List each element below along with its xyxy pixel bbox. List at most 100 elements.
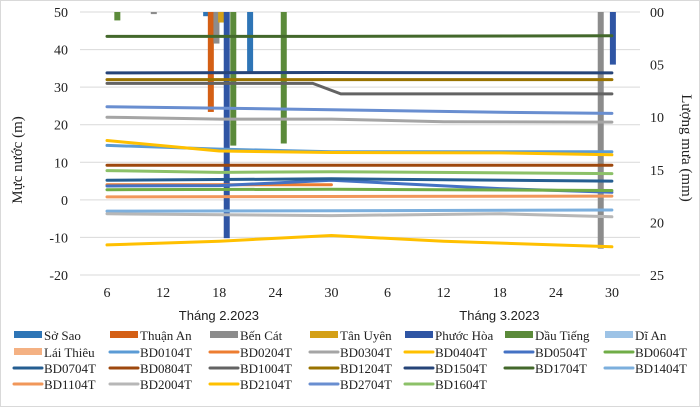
- legend-swatch: [210, 331, 238, 338]
- rain-bar: [609, 12, 616, 65]
- y2-tick-label: 25: [650, 269, 664, 284]
- legend-label: Dĩ An: [635, 328, 667, 343]
- legend-item: BD0504T: [503, 345, 587, 360]
- legend-item: BD1204T: [308, 361, 392, 376]
- series-line: [105, 139, 614, 157]
- legend-item: BD1504T: [403, 361, 487, 376]
- legend-item: BD0104T: [108, 345, 192, 360]
- right-axis-ticks: 00 05 10 15 20 25: [650, 6, 664, 284]
- legend-label: Dầu Tiếng: [535, 328, 590, 343]
- x-tick-label: 6: [384, 286, 391, 301]
- x-tick-label: 18: [212, 286, 226, 301]
- legend-swatch: [310, 331, 338, 338]
- legend-label: BD0404T: [435, 345, 487, 360]
- x-tick-label: 6: [104, 286, 111, 301]
- rain-bar: [213, 12, 220, 44]
- legend-label: BD0704T: [44, 361, 96, 376]
- legend-label: BD0604T: [635, 345, 687, 360]
- y-tick-label: 40: [54, 44, 68, 59]
- left-axis-ticks: 50 40 30 20 10 0 -10 -20: [49, 6, 68, 284]
- rain-bar: [247, 12, 254, 72]
- y-tick-label: 50: [54, 6, 68, 21]
- rain-bar: [207, 12, 214, 112]
- x-tick-label: 30: [605, 286, 619, 301]
- x-tick-label: 30: [324, 286, 338, 301]
- rain-bar: [150, 12, 157, 15]
- legend-item: Dầu Tiếng: [505, 328, 590, 343]
- rain-bar: [597, 12, 604, 249]
- legend-label: BD0204T: [240, 345, 292, 360]
- y-tick-label: 10: [54, 156, 68, 171]
- legend-label: BD1704T: [535, 361, 587, 376]
- rain-bar: [280, 12, 287, 144]
- legend-label: Thuận An: [140, 328, 192, 343]
- legend: Sở Sao Thuận An Bến Cát Tân Uyên Phước Hòa Dầ…: [12, 328, 687, 392]
- x-tick-label: 18: [493, 286, 507, 301]
- series-line: [105, 194, 614, 199]
- legend-swatch: [605, 331, 633, 338]
- rain-bar: [203, 12, 210, 17]
- series-line: [105, 169, 614, 176]
- water-level-lines: [105, 34, 614, 249]
- x-tick-label: 12: [437, 286, 451, 301]
- y2-tick-label: 10: [650, 111, 664, 126]
- legend-item: Tân Uyên: [310, 328, 392, 343]
- legend-item: BD0404T: [403, 345, 487, 360]
- legend-label: BD2104T: [240, 377, 292, 392]
- right-axis-title: Lượng mưa (mm): [678, 94, 694, 202]
- series-line: [105, 115, 614, 124]
- legend-label: BD1504T: [435, 361, 487, 376]
- x-tick-label: 24: [268, 286, 282, 301]
- legend-item: Sở Sao: [14, 328, 81, 343]
- series-line: [105, 208, 614, 213]
- legend-item: BD2004T: [108, 377, 192, 392]
- legend-swatch: [505, 331, 533, 338]
- y-tick-label: 30: [54, 81, 68, 96]
- legend-label: Phước Hòa: [435, 328, 494, 343]
- x-axis-ticks: 6 12 18 24 30 6 12 18 24 30: [104, 286, 619, 301]
- legend-swatch: [405, 331, 433, 338]
- legend-swatch: [14, 331, 42, 338]
- legend-item: BD1104T: [12, 377, 96, 392]
- legend-item: BD0804T: [108, 361, 192, 376]
- y-tick-label: -20: [49, 269, 68, 284]
- legend-item: Lái Thiêu: [14, 345, 95, 360]
- legend-item: Phước Hòa: [405, 328, 494, 343]
- legend-item: BD0204T: [208, 345, 292, 360]
- legend-label: Bến Cát: [240, 328, 283, 343]
- y2-tick-label: 15: [650, 164, 664, 179]
- legend-label: BD0804T: [140, 361, 192, 376]
- legend-swatch: [14, 348, 42, 355]
- legend-item: BD2104T: [208, 377, 292, 392]
- legend-item: BD0704T: [12, 361, 96, 376]
- legend-label: BD0504T: [535, 345, 587, 360]
- legend-label: Tân Uyên: [340, 328, 392, 343]
- legend-label: BD1004T: [240, 361, 292, 376]
- legend-label: BD1204T: [340, 361, 392, 376]
- x-tick-label: 24: [549, 286, 563, 301]
- rain-bar: [218, 12, 225, 23]
- legend-item: BD0604T: [603, 345, 687, 360]
- rain-bar: [223, 12, 230, 239]
- legend-item: BD1704T: [503, 361, 587, 376]
- legend-label: BD1404T: [635, 361, 687, 376]
- x-axis-month-labels: Tháng 2.2023 Tháng 3.2023: [179, 308, 540, 323]
- legend-label: Sở Sao: [44, 328, 81, 343]
- legend-label: Lái Thiêu: [44, 345, 95, 360]
- y-tick-label: -10: [49, 231, 68, 246]
- legend-item: BD2704T: [308, 377, 392, 392]
- legend-item: Thuận An: [110, 328, 192, 343]
- legend-label: BD2704T: [340, 377, 392, 392]
- gridlines: [80, 11, 640, 276]
- legend-item: BD1404T: [603, 361, 687, 376]
- legend-label: BD0304T: [340, 345, 392, 360]
- month-label: Tháng 3.2023: [459, 308, 539, 323]
- legend-item: BD1604T: [403, 377, 487, 392]
- legend-item: BD1004T: [208, 361, 292, 376]
- series-line: [105, 81, 614, 96]
- legend-label: BD0104T: [140, 345, 192, 360]
- series-line: [105, 34, 614, 38]
- y-tick-label: 0: [61, 194, 68, 209]
- y2-tick-label: 05: [650, 59, 664, 74]
